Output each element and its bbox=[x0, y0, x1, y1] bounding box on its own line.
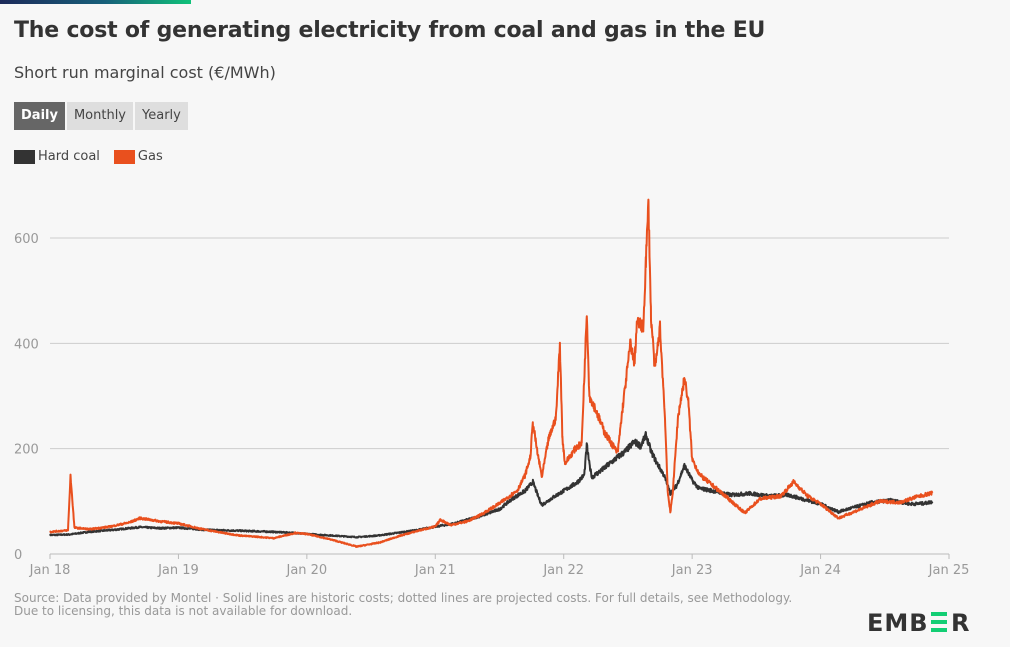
x-tick-label: Jan 22 bbox=[542, 563, 584, 578]
legend-swatch-hard-coal bbox=[14, 149, 35, 164]
logo-bar bbox=[931, 628, 947, 632]
chart-subtitle: Short run marginal cost (€/MWh) bbox=[14, 63, 276, 82]
ember-logo: EMB R bbox=[867, 610, 969, 634]
toggle-yearly[interactable]: Yearly bbox=[135, 102, 188, 130]
x-tick-label: Jan 18 bbox=[29, 563, 71, 578]
legend-item-gas[interactable]: Gas bbox=[113, 149, 163, 164]
legend-item-hard-coal[interactable]: Hard coal bbox=[14, 149, 100, 164]
logo-text-right: R bbox=[951, 610, 969, 634]
legend-swatch-gas bbox=[113, 149, 135, 164]
gridlines bbox=[50, 237, 949, 450]
toggle-monthly[interactable]: Monthly bbox=[66, 102, 134, 130]
logo-bar bbox=[931, 612, 947, 616]
x-axis: Jan 18 Jan 19 Jan 20 Jan 21 Jan 22 Jan 23 Jan … bbox=[29, 553, 970, 578]
logo-accent-e bbox=[931, 612, 947, 632]
series-line-gas bbox=[49, 198, 934, 548]
chart-title: The cost of generating electricity from … bbox=[14, 18, 766, 43]
x-tick-label: Jan 24 bbox=[799, 563, 841, 578]
y-tick-label: 0 bbox=[14, 548, 22, 563]
legend-label-gas: Gas bbox=[137, 149, 163, 164]
y-tick-label: 200 bbox=[14, 443, 39, 458]
frequency-toggle-group: Daily Monthly Yearly bbox=[14, 102, 188, 130]
series-lines bbox=[49, 198, 934, 548]
logo-text-left: EMB bbox=[867, 610, 929, 634]
y-axis-labels: 0 200 400 600 bbox=[14, 232, 39, 563]
source-note: Source: Data provided by Montel · Solid … bbox=[14, 591, 793, 605]
series-line-hard-coal bbox=[49, 431, 934, 539]
y-tick-label: 600 bbox=[14, 232, 39, 247]
legend: Hard coal Gas bbox=[14, 149, 177, 164]
x-tick-label: Jan 20 bbox=[285, 563, 327, 578]
logo-bar bbox=[931, 620, 947, 624]
line-chart: Jan 18 Jan 19 Jan 20 Jan 21 Jan 22 Jan 23 Jan … bbox=[14, 198, 970, 578]
footer-notes: Source: Data provided by Montel · Solid … bbox=[14, 592, 814, 618]
licensing-note: Due to licensing, this data is not avail… bbox=[14, 604, 353, 618]
toggle-daily[interactable]: Daily bbox=[14, 102, 65, 130]
x-tick-label: Jan 19 bbox=[157, 563, 199, 578]
legend-label-hard-coal: Hard coal bbox=[38, 149, 100, 164]
y-tick-label: 400 bbox=[14, 337, 39, 352]
x-tick-label: Jan 25 bbox=[928, 563, 970, 578]
brand-accent-bar bbox=[0, 0, 191, 4]
x-tick-label: Jan 23 bbox=[671, 563, 713, 578]
x-tick-label: Jan 21 bbox=[414, 563, 456, 578]
